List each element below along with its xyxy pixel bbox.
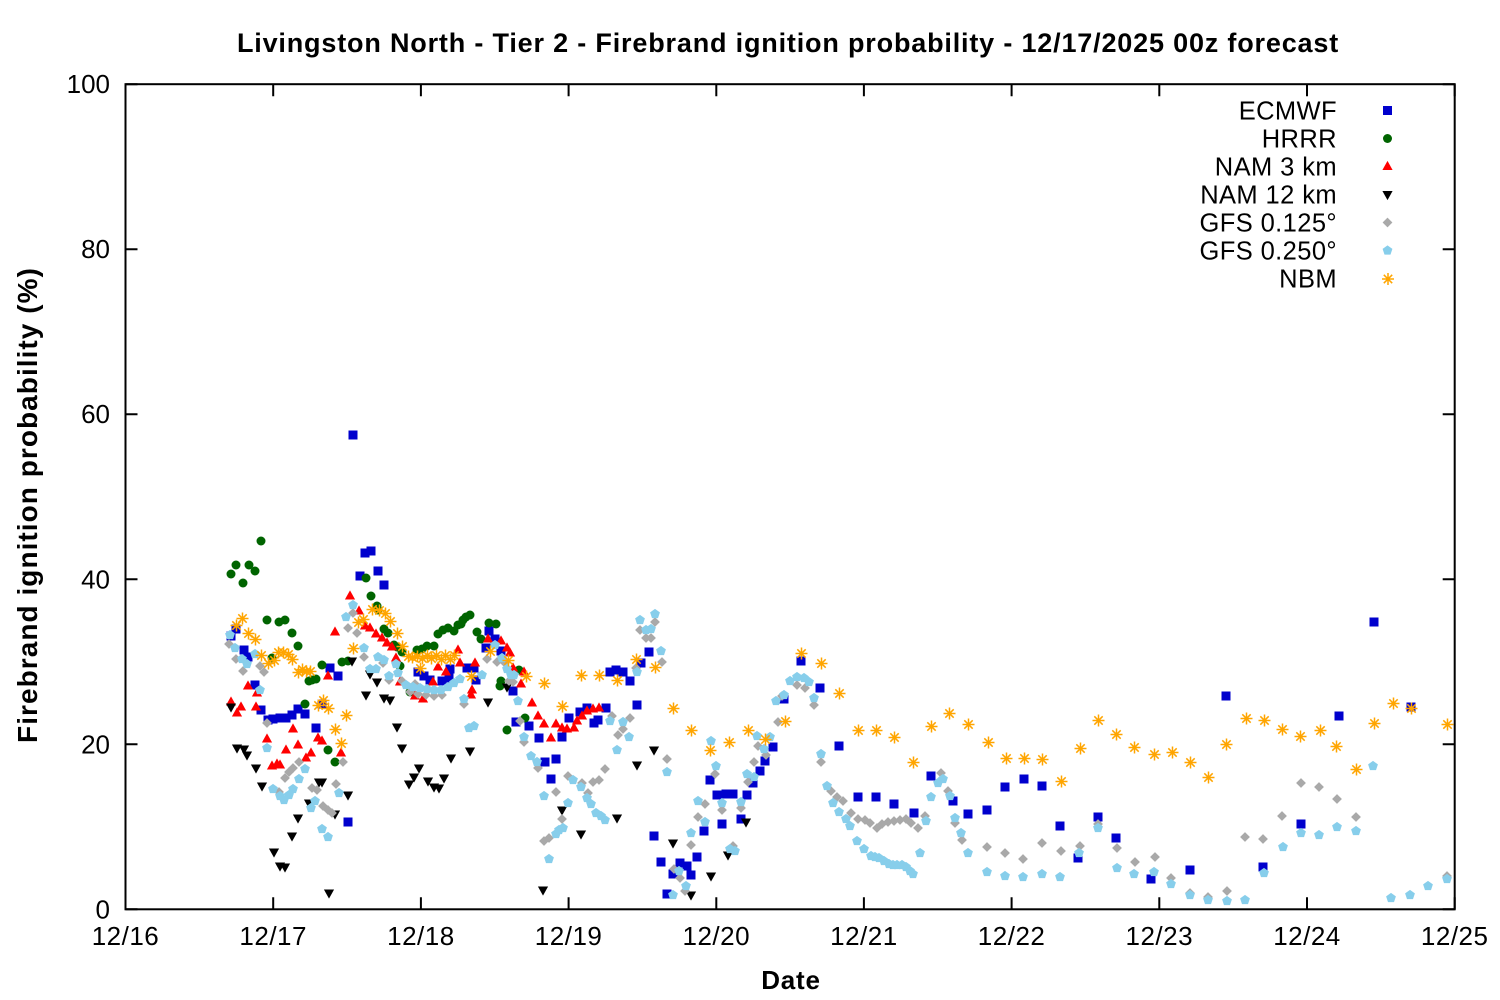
svg-text:12/25: 12/25 (1421, 921, 1489, 951)
svg-text:12/16: 12/16 (92, 921, 160, 951)
svg-text:NBM: NBM (1279, 266, 1337, 294)
svg-text:12/22: 12/22 (978, 921, 1046, 951)
svg-text:NAM 3 km: NAM 3 km (1215, 154, 1337, 182)
svg-text:12/19: 12/19 (535, 921, 603, 951)
svg-text:100: 100 (67, 69, 110, 99)
svg-text:60: 60 (81, 399, 110, 429)
svg-text:12/17: 12/17 (239, 921, 307, 951)
svg-text:GFS 0.125°: GFS 0.125° (1199, 210, 1337, 238)
svg-text:12/18: 12/18 (387, 921, 455, 951)
svg-text:Livingston North - Tier 2 - Fi: Livingston North - Tier 2 - Firebrand ig… (237, 28, 1339, 58)
svg-text:NAM 12 km: NAM 12 km (1200, 182, 1337, 210)
svg-text:12/20: 12/20 (683, 921, 751, 951)
svg-text:12/24: 12/24 (1273, 921, 1341, 951)
svg-text:80: 80 (81, 234, 110, 264)
svg-text:12/23: 12/23 (1126, 921, 1194, 951)
svg-text:20: 20 (81, 729, 110, 759)
svg-text:0: 0 (96, 894, 110, 924)
svg-text:Date: Date (761, 965, 821, 995)
svg-text:HRRR: HRRR (1262, 126, 1337, 154)
svg-text:40: 40 (81, 564, 110, 594)
svg-text:Firebrand ignition probability: Firebrand ignition probability (%) (12, 267, 43, 743)
svg-text:12/21: 12/21 (830, 921, 898, 951)
svg-text:GFS 0.250°: GFS 0.250° (1199, 238, 1337, 266)
svg-text:ECMWF: ECMWF (1239, 98, 1337, 126)
